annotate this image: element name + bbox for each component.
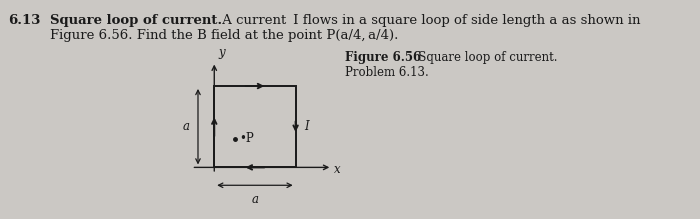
Text: Figure 6.56: Figure 6.56: [345, 51, 421, 64]
Text: I: I: [304, 120, 309, 133]
Text: Square loop of current.: Square loop of current.: [50, 14, 222, 27]
Text: A current  I flows in a square loop of side length a as shown in: A current I flows in a square loop of si…: [218, 14, 640, 27]
Text: x: x: [334, 162, 340, 175]
Text: Problem 6.13.: Problem 6.13.: [345, 66, 428, 79]
Text: 6.13: 6.13: [8, 14, 41, 27]
Text: y: y: [218, 46, 225, 59]
Text: a: a: [183, 120, 190, 133]
Text: Square loop of current.: Square loop of current.: [407, 51, 557, 64]
Text: a: a: [251, 193, 258, 207]
Text: Figure 6.56. Find the B field at the point P(a​/4, a​/4).: Figure 6.56. Find the B field at the poi…: [50, 29, 398, 42]
Bar: [214, 86, 295, 167]
Text: •P: •P: [239, 132, 254, 145]
